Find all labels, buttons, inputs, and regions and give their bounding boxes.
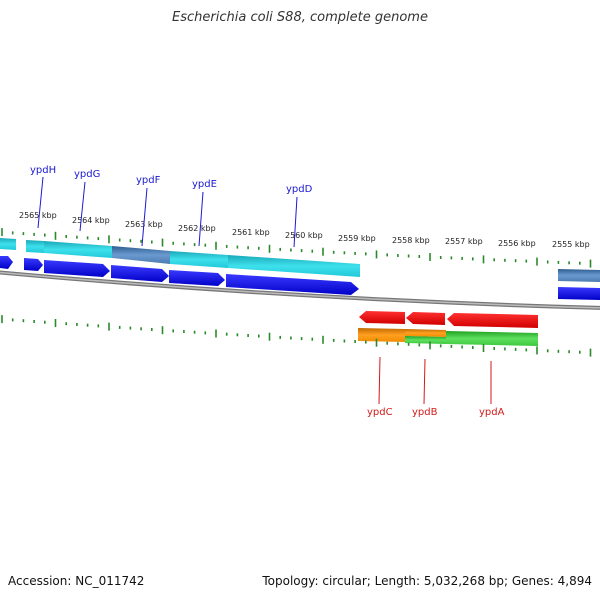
cds-arrow bbox=[169, 270, 225, 286]
cds-arrow bbox=[359, 311, 405, 324]
gene-label-ypdG[interactable]: ypdG bbox=[74, 169, 100, 180]
kbp-label: 2560 kbp bbox=[285, 231, 323, 240]
gene-label-ypdB[interactable]: ypdB bbox=[412, 407, 438, 418]
gene-label-ypdD[interactable]: ypdD bbox=[286, 184, 313, 195]
feature-bar bbox=[228, 255, 360, 277]
genome-summary-text: Topology: circular; Length: 5,032,268 bp… bbox=[262, 574, 592, 588]
kbp-label: 2562 kbp bbox=[178, 224, 216, 233]
kbp-label: 2557 kbp bbox=[445, 237, 483, 246]
gene-label-ypdH[interactable]: ypdH bbox=[30, 165, 56, 176]
cds-arrow bbox=[24, 258, 43, 271]
cds-arrow bbox=[111, 265, 169, 282]
feature-bar bbox=[170, 251, 228, 268]
cds-arrow bbox=[0, 256, 13, 269]
feature-bar bbox=[405, 329, 446, 337]
cds-arrow bbox=[44, 260, 110, 277]
feature-bar bbox=[44, 241, 112, 258]
kbp-label: 2564 kbp bbox=[72, 216, 110, 225]
feature-bar bbox=[405, 336, 446, 344]
cds-arrow bbox=[406, 312, 445, 325]
gene-label-ypdC[interactable]: ypdC bbox=[367, 407, 393, 418]
forward-gene-labels: ypdH ypdG ypdF ypdE ypdD bbox=[30, 165, 313, 248]
feature-bar bbox=[558, 269, 600, 282]
feature-bar bbox=[26, 240, 44, 253]
lower-tick-track bbox=[1, 315, 592, 357]
feature-bar bbox=[0, 238, 16, 250]
cds-arrow bbox=[447, 313, 538, 328]
gene-label-ypdA[interactable]: ypdA bbox=[479, 407, 505, 418]
feature-bar bbox=[112, 246, 170, 264]
kbp-label: 2556 kbp bbox=[498, 239, 536, 248]
kbp-label: 2559 kbp bbox=[338, 234, 376, 243]
kbp-label: 2565 kbp bbox=[19, 211, 57, 220]
kbp-label: 2561 kbp bbox=[232, 228, 270, 237]
reverse-feature-track bbox=[358, 328, 538, 346]
forward-feature-track bbox=[0, 238, 600, 282]
upper-tick-track bbox=[1, 228, 592, 268]
kbp-label: 2555 kbp bbox=[552, 240, 590, 249]
reverse-cds-track bbox=[359, 311, 538, 328]
accession-text: Accession: NC_011742 bbox=[8, 574, 145, 588]
cds-arrow bbox=[226, 274, 359, 295]
cds-arrow bbox=[558, 287, 600, 300]
forward-cds-track bbox=[0, 256, 600, 300]
feature-bar bbox=[446, 331, 538, 346]
gene-label-ypdF[interactable]: ypdF bbox=[136, 175, 161, 186]
map-title: Escherichia coli S88, complete genome bbox=[172, 10, 428, 25]
kbp-scale: 2565 kbp 2564 kbp 2563 kbp 2562 kbp 2561… bbox=[19, 211, 590, 249]
kbp-label: 2558 kbp bbox=[392, 236, 430, 245]
gene-label-ypdE[interactable]: ypdE bbox=[192, 179, 217, 190]
reverse-gene-labels: ypdC ypdB ypdA bbox=[367, 356, 505, 418]
feature-bar bbox=[358, 328, 405, 342]
